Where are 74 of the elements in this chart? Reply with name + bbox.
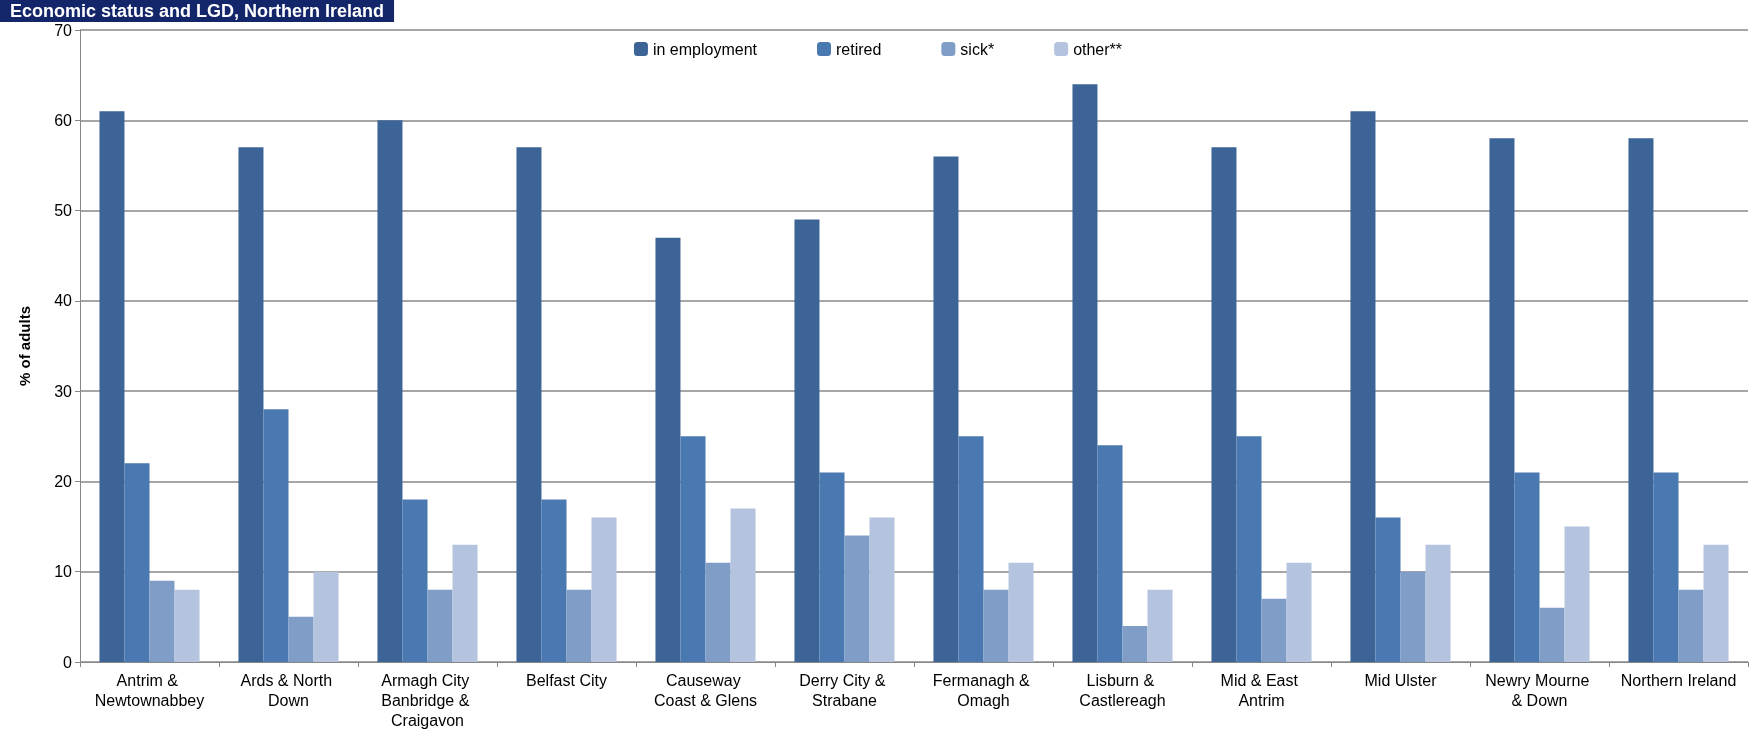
bar xyxy=(516,147,542,662)
legend-label: other** xyxy=(1073,40,1123,58)
y-tick-label: 50 xyxy=(54,202,73,220)
bar xyxy=(705,562,731,662)
y-tick-label: 20 xyxy=(54,472,73,490)
bar xyxy=(263,409,289,662)
y-tick-label: 70 xyxy=(54,21,73,39)
bar xyxy=(1628,138,1654,662)
x-tick-label: Ards & North Down xyxy=(240,671,337,709)
bar xyxy=(452,544,478,662)
bar xyxy=(1122,625,1148,662)
bar xyxy=(1653,472,1679,662)
bar xyxy=(1261,598,1287,662)
x-tick-label: Mid & East Antrim xyxy=(1220,671,1303,709)
x-tick-label: Antrim & Newtownabbey xyxy=(94,671,205,709)
bar xyxy=(1286,562,1312,662)
bar xyxy=(819,472,845,662)
x-tick-label: Mid Ulster xyxy=(1364,671,1438,689)
y-tick-label: 0 xyxy=(63,653,73,671)
bar xyxy=(983,589,1009,662)
x-tick-label: Derry City & Strabane xyxy=(799,671,890,709)
bar xyxy=(1539,607,1565,662)
y-tick-label: 40 xyxy=(54,292,73,310)
bar xyxy=(844,535,870,662)
bar xyxy=(1072,84,1098,662)
y-tick-label: 10 xyxy=(54,563,73,581)
y-axis-title: % of adults xyxy=(16,305,33,387)
bar xyxy=(958,436,984,662)
bar xyxy=(591,517,617,662)
bar xyxy=(1236,436,1262,662)
bar xyxy=(1400,571,1426,662)
bar xyxy=(1350,111,1376,662)
bar xyxy=(1375,517,1401,662)
x-tick-label: Northern Ireland xyxy=(1620,671,1737,689)
bar xyxy=(1097,445,1123,662)
bar xyxy=(174,589,200,662)
bar xyxy=(1514,472,1540,662)
bar xyxy=(680,436,706,662)
bar xyxy=(377,120,403,662)
bar xyxy=(149,580,175,662)
x-tick-label: Causeway Coast & Glens xyxy=(653,671,758,709)
legend-label: in employment xyxy=(652,40,758,58)
bar xyxy=(541,499,567,662)
bar xyxy=(402,499,428,662)
y-tick-label: 60 xyxy=(54,111,73,129)
bar xyxy=(566,589,592,662)
bar xyxy=(655,237,681,662)
bar xyxy=(794,219,820,662)
chart-title: Economic status and LGD, Northern Ireland xyxy=(10,1,385,21)
bar xyxy=(1147,589,1173,662)
bar xyxy=(238,147,264,662)
bar xyxy=(288,616,314,662)
bar xyxy=(1678,589,1704,662)
x-tick-label: Newry Mourne & Down xyxy=(1485,671,1594,709)
legend-label: sick* xyxy=(960,40,995,58)
bar xyxy=(1211,147,1237,662)
bar xyxy=(99,111,125,662)
x-tick-label: Lisburn & Castlereagh xyxy=(1079,671,1166,709)
bar xyxy=(869,517,895,662)
bar xyxy=(1489,138,1515,662)
x-tick-label: Armagh City Banbridge & Craigavon xyxy=(381,671,474,729)
bar xyxy=(124,463,150,662)
bar xyxy=(1425,544,1451,662)
bar xyxy=(1564,526,1590,662)
bar xyxy=(933,156,959,662)
bar xyxy=(730,508,756,662)
bar xyxy=(427,589,453,662)
x-tick-label: Fermanagh & Omagh xyxy=(932,671,1035,709)
bar xyxy=(1008,562,1034,662)
y-tick-label: 30 xyxy=(54,382,73,400)
legend-label: retired xyxy=(836,40,882,58)
bar xyxy=(313,571,339,662)
x-tick-label: Belfast City xyxy=(526,671,607,689)
bar xyxy=(1703,544,1729,662)
